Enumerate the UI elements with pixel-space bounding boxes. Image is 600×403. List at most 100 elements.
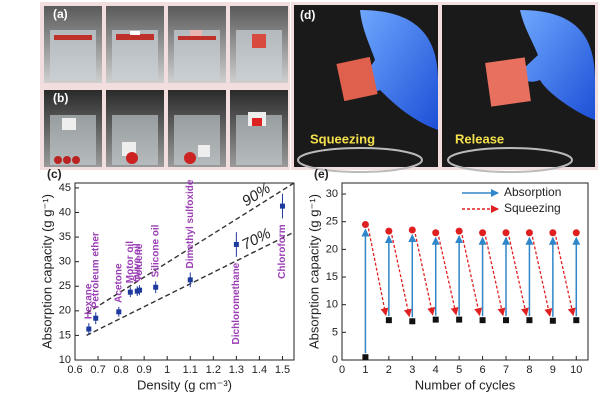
photo-caption: Squeezing xyxy=(310,131,375,146)
squeezing-arrow xyxy=(555,236,576,317)
squeezing-arrow xyxy=(438,236,459,316)
absorbed-point xyxy=(455,227,463,235)
squeezing-arrow xyxy=(531,236,553,317)
y-tick-label: 10 xyxy=(59,354,71,366)
point-label: Olive oil xyxy=(132,243,143,282)
panel-label: (e) xyxy=(314,167,329,181)
squeezed-point xyxy=(503,317,509,324)
data-point xyxy=(93,315,99,321)
fit-line-label: 70% xyxy=(239,225,273,254)
photo-caption: Release xyxy=(455,131,504,146)
point-label: Motor oil xyxy=(125,241,136,283)
x-tick-label: 0.9 xyxy=(137,364,152,376)
data-point xyxy=(187,277,193,283)
absorbed-point xyxy=(385,227,393,235)
squeezing-arrow xyxy=(484,236,506,317)
absorbed-point xyxy=(408,226,416,234)
data-point xyxy=(137,287,143,293)
absorbed-point xyxy=(572,229,580,237)
absorbed-point xyxy=(549,229,557,237)
squeezed-point xyxy=(409,318,416,325)
squeezed-point xyxy=(573,317,580,324)
squeezed-point xyxy=(549,317,556,324)
y-tick-label: 15 xyxy=(59,329,71,341)
y-axis-title: Absorption capacity (g g⁻¹) xyxy=(39,194,54,349)
squeezing-arrow xyxy=(508,236,529,317)
squeezing-arrow xyxy=(391,234,412,318)
absorbed-point xyxy=(502,229,510,237)
beakers-a xyxy=(44,6,288,83)
squeezing-arrow xyxy=(367,228,389,317)
x-tick-label: 2 xyxy=(386,364,392,376)
data-point xyxy=(279,203,285,209)
point-label: Silicone oil xyxy=(150,224,161,277)
y-tick-label: 30 xyxy=(59,256,71,268)
x-tick-label: 0.7 xyxy=(90,364,105,376)
data-point xyxy=(233,241,239,247)
panel-label: (c) xyxy=(47,167,62,181)
squeezed-point xyxy=(479,317,486,324)
point-label: Petroleum ether xyxy=(90,232,101,308)
absorbed-point xyxy=(432,229,440,237)
fit-line-label: 90% xyxy=(239,180,273,210)
x-tick-label: 9 xyxy=(550,364,556,376)
x-tick-label: 1.2 xyxy=(206,364,221,376)
point-label: Acetone xyxy=(113,263,124,303)
plot-frame xyxy=(74,182,295,361)
legend-label: Absorption xyxy=(504,185,561,199)
absorbed-point xyxy=(525,229,533,237)
y-tick-label: 5 xyxy=(332,326,338,338)
x-tick-label: 1.1 xyxy=(183,364,198,376)
y-tick-label: 20 xyxy=(326,243,338,255)
x-tick-label: 1.3 xyxy=(229,364,244,376)
x-tick-label: 0 xyxy=(339,364,345,376)
y-tick-label: 45 xyxy=(59,182,71,194)
legend-label: Squeezing xyxy=(504,201,561,215)
point-label: Dichloromethane xyxy=(231,262,242,344)
point-label: Hexane xyxy=(83,283,94,319)
y-tick-label: 35 xyxy=(59,231,71,243)
y-tick-label: 25 xyxy=(326,216,338,228)
squeezing-arrow xyxy=(414,233,436,316)
x-tick-label: 4 xyxy=(433,364,439,376)
point-label: Chloroform xyxy=(277,224,288,279)
x-tick-label: 1 xyxy=(164,364,170,376)
panel-label: (a) xyxy=(53,7,68,21)
plot-frame xyxy=(341,182,589,361)
x-tick-label: 7 xyxy=(503,364,509,376)
panel-label: (b) xyxy=(53,91,68,105)
squeezed-point xyxy=(432,316,439,323)
photo-panel-d xyxy=(291,2,598,173)
point-label: Dimethyl sulfoxide xyxy=(185,179,196,268)
y-tick-label: 20 xyxy=(59,305,71,317)
x-tick-label: 1.4 xyxy=(252,364,267,376)
point-label: Toluene xyxy=(134,243,145,281)
data-point xyxy=(116,309,122,315)
x-tick-label: 8 xyxy=(526,364,532,376)
data-point xyxy=(127,289,133,295)
x-tick-label: 10 xyxy=(570,364,582,376)
y-axis-title: Absorption capacity (g g⁻¹) xyxy=(306,194,321,349)
squeezed-point xyxy=(456,316,463,323)
x-tick-label: 0.6 xyxy=(67,364,82,376)
photo-panel-a xyxy=(40,2,290,170)
fit-line xyxy=(86,182,295,314)
panel-label: (d) xyxy=(300,8,315,22)
beakers-b xyxy=(44,90,288,167)
squeezed-point xyxy=(362,354,369,361)
x-tick-label: 0.8 xyxy=(113,364,128,376)
y-tick-label: 0 xyxy=(332,354,338,366)
x-tick-label: 1 xyxy=(362,364,368,376)
x-axis-title: Number of cycles xyxy=(415,377,516,392)
y-tick-label: 30 xyxy=(326,188,338,200)
x-tick-label: 1.5 xyxy=(275,364,290,376)
y-tick-label: 15 xyxy=(326,271,338,283)
y-tick-label: 10 xyxy=(326,299,338,311)
x-tick-label: 3 xyxy=(409,364,415,376)
y-tick-label: 40 xyxy=(59,206,71,218)
absorbed-point xyxy=(479,229,487,237)
y-tick-label: 25 xyxy=(59,280,71,292)
squeezed-point xyxy=(385,317,392,324)
squeezed-point xyxy=(526,317,533,324)
